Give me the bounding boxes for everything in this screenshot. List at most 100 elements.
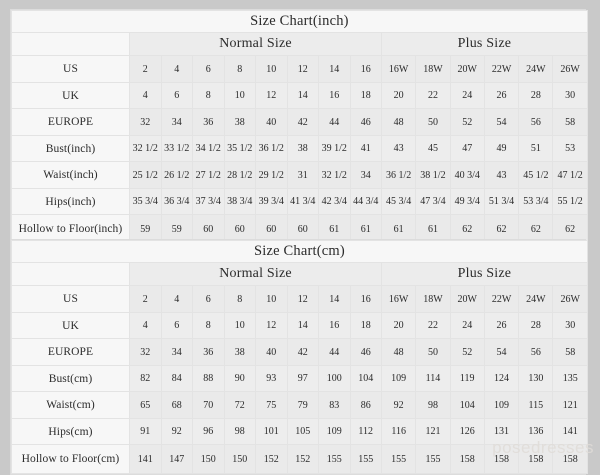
table-cell: 6 [192, 55, 225, 83]
group-header-row: Normal Size Plus Size [11, 262, 588, 286]
group-header-corner [11, 262, 130, 286]
table-cell: 96 [192, 418, 225, 445]
table-cell: 24W [518, 285, 554, 313]
table-cell: 26 [483, 82, 520, 109]
table-cell: 86 [349, 391, 382, 419]
table-cell: 12 [255, 82, 288, 109]
row-label-uk: UK [11, 82, 130, 109]
table-cell: 20W [449, 55, 485, 83]
table-cell: 34 [160, 338, 193, 366]
table-cell: 150 [192, 444, 225, 474]
row-label-hips-cm: Hips(cm) [11, 418, 130, 445]
table-cell: 109 [318, 418, 351, 445]
table-row: Hollow to Floor(cm) 141 147 150 150 152 152 155… [11, 444, 588, 474]
row-label-uk: UK [11, 312, 130, 339]
table-cell: 6 [160, 82, 193, 109]
table-cell: 18W [415, 285, 451, 313]
table-cell: 14 [286, 82, 319, 109]
table-cell: 12 [286, 285, 319, 313]
table-cell: 155 [318, 444, 351, 474]
table-cell: 131 [483, 418, 520, 445]
table-cell: 16 [349, 55, 382, 83]
table-cell: 26W [552, 55, 588, 83]
row-label-hollow-to-floor-cm: Hollow to Floor(cm) [11, 444, 130, 474]
chart-title-row: Size Chart(inch) [11, 10, 588, 33]
table-cell: 24 [449, 312, 485, 339]
table-cell: 26W [552, 285, 588, 313]
table-cell: 147 [160, 444, 193, 474]
table-cell: 44 3/4 [349, 188, 382, 215]
size-chart-inch-panel: Size Chart(inch) Normal Size Plus Size US 2 4… [10, 9, 588, 245]
chart-title: Size Chart(cm) [11, 240, 588, 263]
table-cell: 92 [380, 391, 417, 419]
table-cell: 36 [192, 108, 225, 136]
table-cell: 126 [449, 418, 485, 445]
table-cell: 75 [255, 391, 288, 419]
table-cell: 36 [192, 338, 225, 366]
table-cell: 105 [286, 418, 319, 445]
row-label-waist-inch: Waist(inch) [11, 161, 130, 189]
table-cell: 20 [380, 312, 417, 339]
chart-title: Size Chart(inch) [11, 10, 588, 33]
table-cell: 84 [160, 365, 193, 392]
table-cell: 16W [380, 285, 417, 313]
table-cell: 90 [223, 365, 256, 392]
table-cell: 34 1/2 [192, 135, 225, 162]
table-cell: 130 [518, 365, 554, 392]
table-cell: 40 3/4 [449, 161, 485, 189]
table-cell: 45 1/2 [518, 161, 554, 189]
table-cell: 109 [380, 365, 417, 392]
table-row: EUROPE 32 34 36 38 40 42 44 46 48 50 52 54 56 58 [11, 108, 588, 136]
table-cell: 158 [518, 444, 554, 474]
table-cell: 100 [318, 365, 351, 392]
table-cell: 158 [552, 444, 588, 474]
table-cell: 20W [449, 285, 485, 313]
table-cell: 2 [129, 285, 162, 313]
size-chart-cm-panel: Size Chart(cm) Normal Size Plus Size US 2 4 6 8… [10, 239, 588, 475]
table-cell: 141 [552, 418, 588, 445]
table-cell: 35 3/4 [129, 188, 162, 215]
table-cell: 34 [160, 108, 193, 136]
table-cell: 116 [380, 418, 417, 445]
row-label-waist-cm: Waist(cm) [11, 391, 130, 419]
table-cell: 53 [552, 135, 588, 162]
table-cell: 42 [286, 338, 319, 366]
table-cell: 10 [255, 55, 288, 83]
table-cell: 14 [318, 285, 351, 313]
table-cell: 47 1/2 [552, 161, 588, 189]
table-cell: 4 [129, 312, 162, 339]
table-cell: 18W [415, 55, 451, 83]
table-cell: 55 1/2 [552, 188, 588, 215]
table-cell: 32 1/2 [318, 161, 351, 189]
table-cell: 104 [349, 365, 382, 392]
table-row: Waist(inch) 25 1/2 26 1/2 27 1/2 28 1/2 29 1/… [11, 161, 588, 189]
row-label-us: US [11, 285, 130, 313]
table-cell: 43 [380, 135, 417, 162]
table-cell: 12 [255, 312, 288, 339]
table-cell: 155 [349, 444, 382, 474]
table-cell: 51 [518, 135, 554, 162]
table-cell: 16 [318, 312, 351, 339]
table-cell: 41 3/4 [286, 188, 319, 215]
table-cell: 119 [449, 365, 485, 392]
table-cell: 22W [483, 285, 520, 313]
table-cell: 44 [318, 108, 351, 136]
group-header-corner [11, 32, 130, 56]
table-cell: 82 [129, 365, 162, 392]
table-row: EUROPE 32 34 36 38 40 42 44 46 48 50 52 54 56 58 [11, 338, 588, 366]
table-cell: 47 [449, 135, 485, 162]
table-cell: 29 1/2 [255, 161, 288, 189]
table-cell: 54 [483, 338, 520, 366]
table-cell: 155 [415, 444, 451, 474]
table-cell: 152 [255, 444, 288, 474]
table-cell: 45 [415, 135, 451, 162]
table-cell: 141 [129, 444, 162, 474]
table-cell: 30 [552, 82, 588, 109]
table-cell: 18 [349, 82, 382, 109]
table-cell: 68 [160, 391, 193, 419]
table-row: Bust(inch) 32 1/2 33 1/2 34 1/2 35 1/2 36 1/2… [11, 135, 588, 162]
table-cell: 43 [483, 161, 520, 189]
table-cell: 30 [552, 312, 588, 339]
table-cell: 61 [380, 214, 417, 244]
table-cell: 158 [449, 444, 485, 474]
